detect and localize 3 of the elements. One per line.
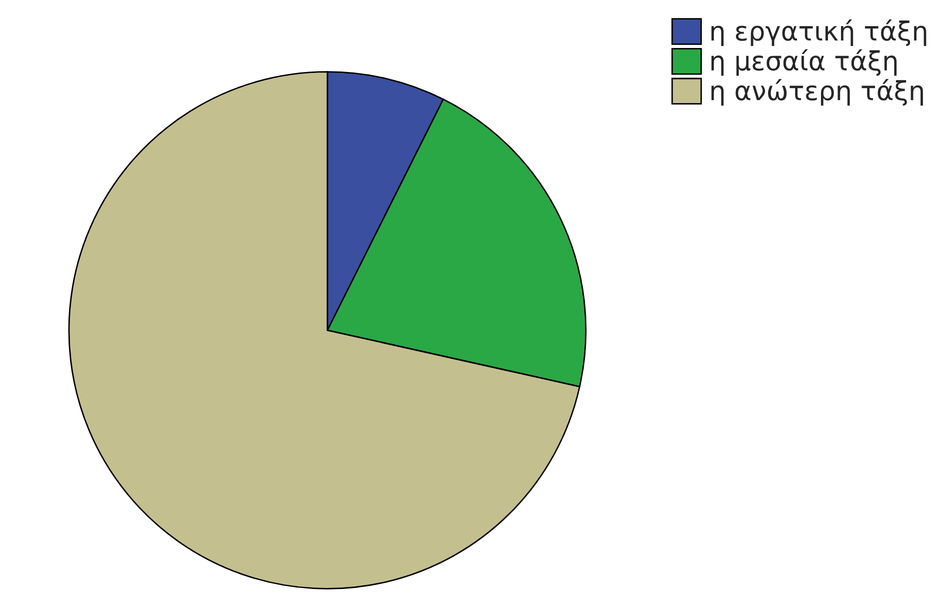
legend-label: η ανώτερη τάξη [711, 79, 923, 106]
legend-label: η εργατική τάξη [711, 19, 926, 46]
legend-label: η μεσαία τάξη [711, 49, 897, 76]
